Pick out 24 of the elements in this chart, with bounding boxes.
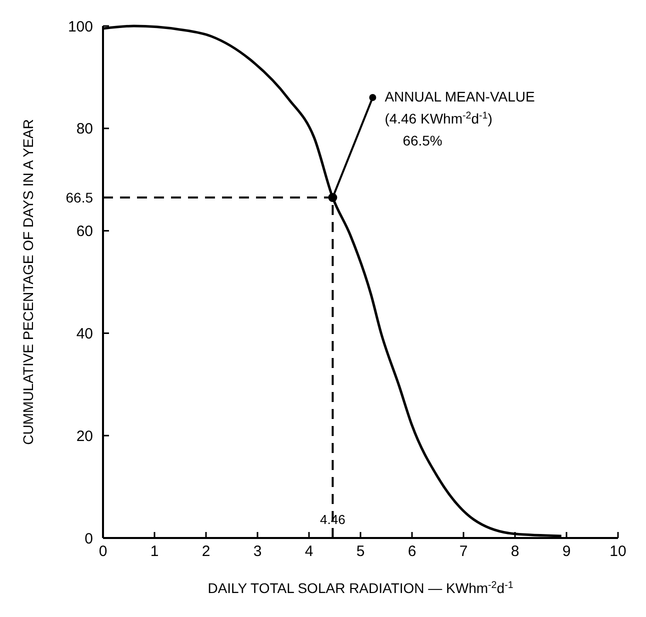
- x-tick-label: 5: [356, 543, 365, 560]
- annotation: (4.46 KWhm$^{-2}$d$^{-1}$): [384, 110, 492, 127]
- x-tick-label: 6: [408, 543, 416, 560]
- annotation: ANNUAL MEAN-VALUE: [384, 88, 535, 105]
- y-axis-title: CUMMULATIVE PECENTAGE OF DAYS IN A YEAR: [20, 119, 36, 445]
- x-tick-label: 3: [253, 543, 262, 560]
- y-tick-label: 40: [76, 325, 93, 342]
- x-tick-label: 10: [610, 543, 626, 560]
- y-tick-label: 80: [76, 120, 93, 138]
- x-tick-label: 1: [150, 543, 159, 560]
- x-tick-label: 8: [510, 543, 520, 560]
- ref-line-label: 66.5: [66, 189, 94, 206]
- y-tick-label: 60: [76, 223, 93, 240]
- annotation: 66.5%: [402, 132, 442, 149]
- x-tick-label: 7: [459, 543, 468, 560]
- x-tick-label: 4: [304, 543, 314, 560]
- ref-line-label: 4.46: [320, 512, 346, 527]
- y-tick-label: 0: [84, 530, 93, 548]
- x-tick-label: 9: [562, 543, 571, 560]
- x-tick-label: 0: [98, 543, 108, 560]
- x-tick-label: 2: [202, 543, 210, 560]
- y-tick-label: 20: [76, 428, 93, 445]
- y-tick-label: 100: [68, 18, 93, 36]
- x-axis-title: DAILY TOTAL SOLAR RADIATION — KWhm$^{-2}$d$^{-1}$: [208, 580, 514, 596]
